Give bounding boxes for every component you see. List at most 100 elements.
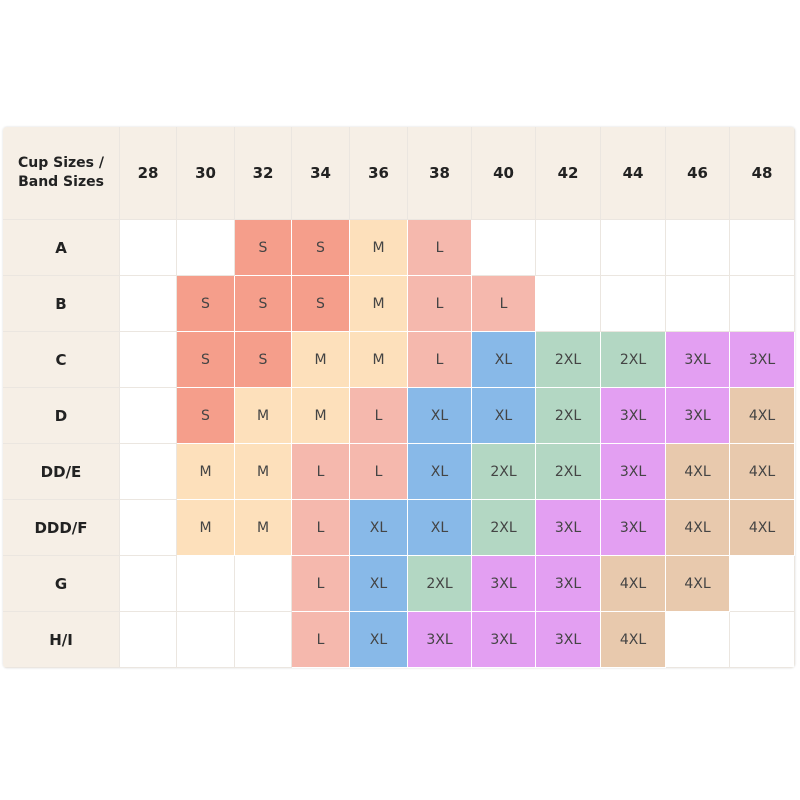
size-cell: L [408,276,472,332]
empty-cell [730,556,795,612]
size-cell: 2XL [536,388,601,444]
size-cell: M [235,444,292,500]
empty-cell [235,612,292,668]
size-cell: L [292,612,350,668]
empty-cell [177,556,235,612]
empty-cell [177,612,235,668]
size-cell: S [235,332,292,388]
size-cell: XL [408,500,472,556]
size-cell: M [177,500,235,556]
size-cell: L [472,276,536,332]
empty-cell [120,332,177,388]
size-cell: L [350,444,408,500]
empty-cell [120,556,177,612]
empty-cell [177,220,235,276]
empty-cell [120,444,177,500]
empty-cell [120,612,177,668]
empty-cell [666,220,730,276]
size-cell: S [177,332,235,388]
size-cell: 3XL [666,388,730,444]
cup-size-header: D [3,388,120,444]
cup-size-header: A [3,220,120,276]
corner-header: Cup Sizes / Band Sizes [3,127,120,220]
size-cell: 3XL [601,500,666,556]
empty-cell [601,220,666,276]
size-cell: L [350,388,408,444]
size-cell: 4XL [666,500,730,556]
band-size-header: 42 [536,127,601,220]
size-cell: 4XL [601,612,666,668]
cup-size-header: B [3,276,120,332]
size-cell: 4XL [730,444,795,500]
empty-cell [536,220,601,276]
empty-cell [666,276,730,332]
cup-size-header: H/I [3,612,120,668]
empty-cell [120,388,177,444]
size-cell: XL [350,500,408,556]
size-cell: 4XL [666,556,730,612]
size-cell: 2XL [536,332,601,388]
size-cell: 4XL [601,556,666,612]
size-cell: 2XL [536,444,601,500]
band-size-header: 48 [730,127,795,220]
size-cell: XL [472,332,536,388]
size-cell: 3XL [472,556,536,612]
band-size-header: 34 [292,127,350,220]
cup-size-header: DD/E [3,444,120,500]
empty-cell [601,276,666,332]
empty-cell [730,276,795,332]
cup-size-header: G [3,556,120,612]
band-size-header: 40 [472,127,536,220]
band-size-header: 36 [350,127,408,220]
size-cell: 4XL [666,444,730,500]
empty-cell [536,276,601,332]
size-cell: 3XL [536,556,601,612]
band-size-header: 38 [408,127,472,220]
size-cell: 4XL [730,500,795,556]
size-cell: 3XL [472,612,536,668]
size-cell: 3XL [730,332,795,388]
empty-cell [472,220,536,276]
size-cell: 3XL [536,612,601,668]
band-size-header: 46 [666,127,730,220]
empty-cell [235,556,292,612]
size-cell: S [177,388,235,444]
size-cell: L [408,220,472,276]
size-cell: M [292,388,350,444]
size-cell: 2XL [408,556,472,612]
empty-cell [120,220,177,276]
size-cell: M [350,220,408,276]
size-cell: L [292,444,350,500]
size-cell: S [292,220,350,276]
size-cell: S [235,276,292,332]
size-cell: M [350,332,408,388]
size-cell: S [177,276,235,332]
size-cell: XL [350,612,408,668]
band-size-header: 28 [120,127,177,220]
size-cell: 3XL [536,500,601,556]
size-cell: S [235,220,292,276]
band-size-header: 30 [177,127,235,220]
size-cell: XL [350,556,408,612]
size-cell: M [235,388,292,444]
empty-cell [120,500,177,556]
size-cell: M [235,500,292,556]
size-cell: L [292,556,350,612]
empty-cell [666,612,730,668]
size-cell: S [292,276,350,332]
size-cell: XL [408,444,472,500]
size-cell: XL [472,388,536,444]
size-cell: 4XL [730,388,795,444]
size-cell: L [292,500,350,556]
cup-size-header: DDD/F [3,500,120,556]
size-chart-table: Cup Sizes / Band Sizes 28 30 32 34 36 38 40 42 4… [3,127,795,668]
band-size-header: 32 [235,127,292,220]
size-cell: 2XL [472,500,536,556]
empty-cell [730,612,795,668]
size-cell: XL [408,388,472,444]
size-cell: 2XL [472,444,536,500]
empty-cell [120,276,177,332]
size-cell: 3XL [601,388,666,444]
size-cell: 3XL [666,332,730,388]
size-cell: 3XL [408,612,472,668]
